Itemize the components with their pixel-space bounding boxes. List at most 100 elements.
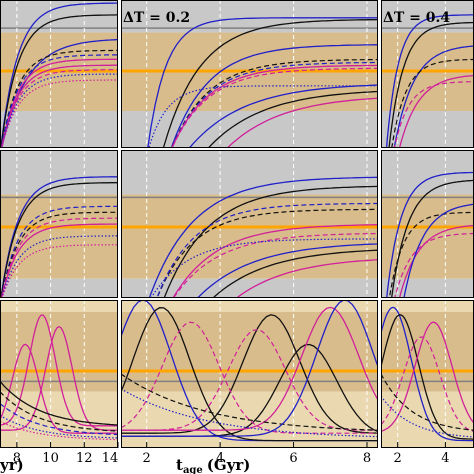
series-blue-dotted — [0, 414, 118, 439]
shaded-band — [0, 300, 118, 312]
series-magenta-solid — [398, 74, 474, 148]
panel-row2-col1 — [0, 150, 118, 298]
series-magenta-solid — [381, 321, 474, 432]
series-magenta-dotted — [0, 420, 118, 441]
shaded-band — [121, 311, 378, 392]
series-blue-dashed — [156, 202, 378, 298]
x-tick-label: 6 — [289, 451, 297, 466]
series-black-solid — [207, 90, 378, 148]
x-tick-label: 8 — [13, 451, 21, 466]
series-magenta-solid — [0, 58, 118, 148]
series-blue-solid — [403, 203, 474, 298]
shaded-band — [0, 111, 118, 148]
series-blue-dotted — [1, 235, 118, 298]
panel-row1-col3: ΔT = 0.4 — [381, 0, 474, 148]
x-tick-label: 10 — [42, 451, 59, 466]
shaded-band — [121, 278, 378, 298]
series-blue-solid — [381, 306, 474, 442]
series-black-solid — [0, 14, 118, 148]
series-blue-dotted — [1, 73, 118, 148]
series-black-dashed — [391, 58, 474, 148]
series-black-solid — [388, 21, 474, 148]
series-magenta-dashed — [172, 232, 378, 298]
x-tick-label: 2 — [143, 451, 151, 466]
panel-frame — [121, 150, 378, 298]
x-tick-label: 12 — [76, 451, 93, 466]
shaded-band — [121, 0, 378, 33]
series-blue-dashed — [0, 403, 118, 436]
series-black-dashed — [381, 373, 474, 431]
series-black-solid — [391, 179, 474, 298]
x-tick-label: 4 — [441, 451, 449, 466]
series-black-solid — [381, 314, 474, 440]
series-magenta-dashed — [394, 232, 474, 298]
series-blue-solid — [148, 176, 378, 298]
series-blue-solid — [147, 17, 378, 148]
series-magenta-solid — [398, 224, 474, 298]
series-black-dashed — [0, 211, 118, 298]
series-blue-solid — [170, 44, 378, 148]
panel-row1-col1 — [0, 0, 118, 148]
series-blue-dashed — [0, 54, 118, 148]
series-magenta-dashed — [171, 67, 378, 148]
series-blue-solid — [0, 2, 118, 148]
series-magenta-solid — [0, 64, 118, 148]
shaded-band — [381, 311, 474, 392]
series-magenta-solid — [171, 64, 378, 148]
panel-annotation: ΔT = 0.2 — [123, 10, 190, 26]
shaded-band — [121, 300, 378, 312]
left-partial-label: yr) — [0, 456, 24, 474]
shaded-band — [121, 150, 378, 195]
series-blue-solid — [121, 300, 378, 437]
series-magenta-dotted — [1, 244, 118, 298]
series-magenta-solid — [172, 224, 378, 298]
series-blue-dotted — [150, 238, 378, 298]
series-magenta-solid — [235, 259, 378, 298]
series-black-solid — [0, 380, 118, 426]
panel-frame — [121, 300, 378, 448]
series-blue-solid — [386, 171, 474, 298]
series-black-dashed — [171, 58, 378, 148]
series-magenta-dashed — [381, 336, 474, 433]
series-black-solid — [121, 314, 378, 434]
series-blue-dashed — [0, 205, 118, 298]
panel-row3-col2: 2 4 6 8 — [121, 300, 378, 466]
series-magenta-dashed — [393, 81, 474, 148]
x-axis-label: tage (Gyr) — [176, 456, 250, 474]
series-black-solid — [162, 18, 378, 148]
series-black-dashed — [388, 211, 474, 298]
panel-frame — [0, 0, 118, 148]
series-magenta-solid — [0, 314, 118, 427]
series-black-dashed — [0, 391, 118, 432]
series-blue-dotted — [121, 388, 378, 438]
x-tick-label: 2 — [394, 451, 402, 466]
series-blue-solid — [188, 84, 378, 148]
shaded-band — [381, 300, 474, 312]
series-black-solid — [163, 185, 378, 298]
series-black-dashed — [121, 373, 378, 431]
panel-frame — [0, 150, 118, 298]
series-blue-solid — [393, 45, 474, 148]
shaded-band — [381, 150, 474, 195]
panel-annotation: ΔT = 0.4 — [383, 10, 450, 26]
x-tick-label: 14 — [102, 451, 119, 466]
shaded-band — [0, 278, 118, 298]
series-magenta-solid — [0, 223, 118, 298]
series-black-dashed — [0, 49, 118, 148]
panel-row1-col2: ΔT = 0.2 — [121, 0, 378, 148]
series-black-solid — [212, 249, 378, 298]
series-blue-solid — [385, 14, 474, 148]
x-tick-label: 8 — [363, 451, 371, 466]
series-black-solid — [121, 307, 378, 442]
series-magenta-dotted — [1, 79, 118, 148]
panel-row2-col2 — [121, 150, 378, 298]
series-blue-solid — [196, 243, 378, 298]
shaded-band — [381, 0, 474, 33]
panel-frame — [0, 300, 118, 448]
panel-row3-col1: 8 10 12 14 — [0, 300, 119, 466]
shaded-band — [381, 111, 474, 148]
series-magenta-solid — [226, 97, 378, 148]
